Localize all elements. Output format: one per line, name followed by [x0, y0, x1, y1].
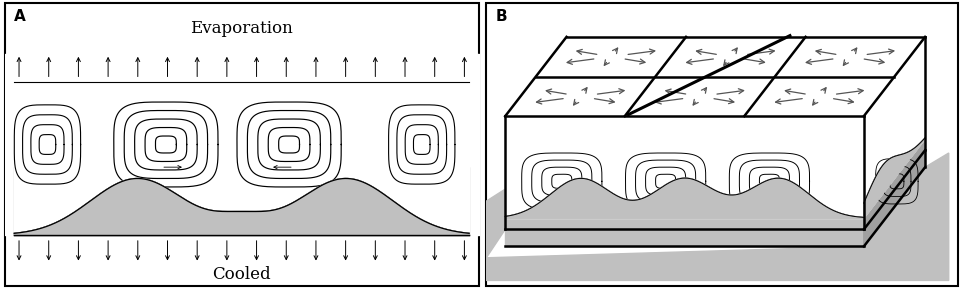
Polygon shape	[506, 178, 864, 218]
Text: Evaporation: Evaporation	[191, 20, 293, 37]
Polygon shape	[14, 179, 469, 235]
Polygon shape	[486, 153, 949, 280]
Polygon shape	[14, 167, 469, 235]
Polygon shape	[506, 229, 864, 247]
Polygon shape	[486, 150, 566, 258]
Polygon shape	[864, 37, 925, 218]
Polygon shape	[506, 116, 864, 218]
Polygon shape	[864, 139, 925, 229]
Text: B: B	[496, 9, 508, 24]
Polygon shape	[864, 138, 925, 218]
Polygon shape	[864, 150, 925, 247]
Text: A: A	[14, 9, 26, 24]
Polygon shape	[506, 37, 925, 116]
Polygon shape	[14, 82, 469, 235]
Polygon shape	[506, 178, 864, 218]
Text: Cooled: Cooled	[213, 266, 271, 283]
Polygon shape	[506, 218, 864, 229]
Polygon shape	[14, 179, 469, 235]
Polygon shape	[864, 138, 925, 218]
